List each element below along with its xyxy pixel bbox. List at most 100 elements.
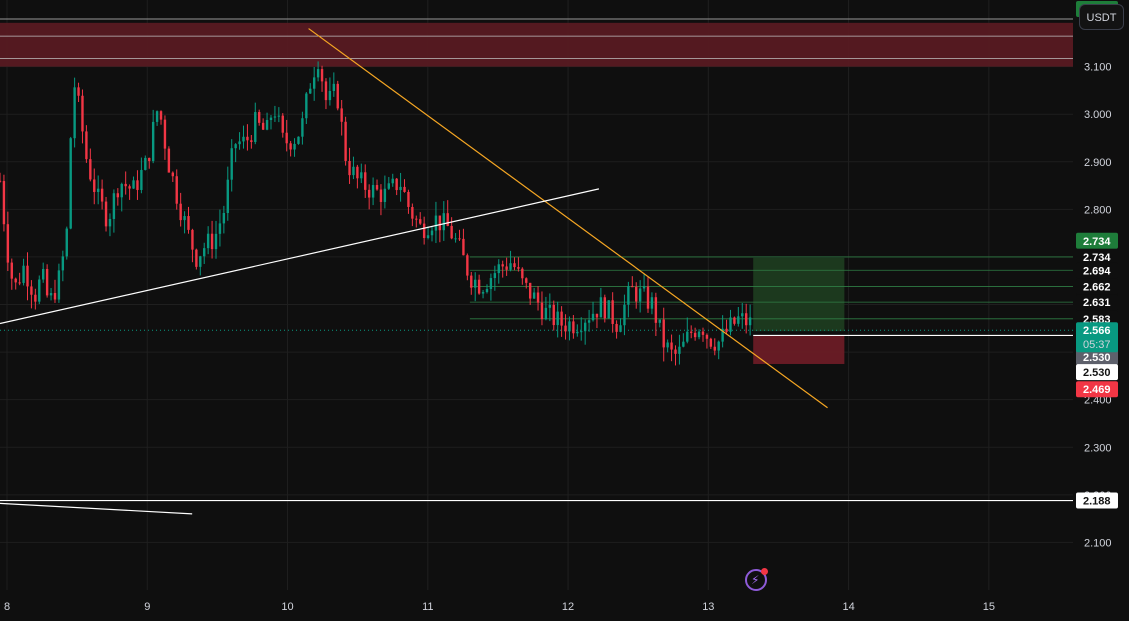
candle-body xyxy=(175,176,178,204)
price-tag-bg xyxy=(1076,294,1118,311)
price-tag-bg xyxy=(1076,364,1118,381)
candle-body xyxy=(214,233,218,250)
candle-body xyxy=(281,115,284,133)
candle-body xyxy=(587,320,591,323)
candle-body xyxy=(560,311,563,326)
price-tag-bg xyxy=(1076,262,1118,279)
candle-body xyxy=(254,112,257,142)
candle-body xyxy=(521,268,524,279)
candle-body xyxy=(148,157,151,162)
candle-body xyxy=(403,186,406,192)
current-price-tag-bg xyxy=(1076,322,1118,353)
candle-body xyxy=(470,275,473,288)
candle-body xyxy=(65,228,68,257)
candle-body xyxy=(120,183,123,198)
candle-body xyxy=(682,341,685,347)
candle-body xyxy=(611,300,614,324)
candle-body xyxy=(485,288,489,293)
candle-body xyxy=(124,183,127,187)
price-tag: 2.530 xyxy=(1083,352,1111,364)
bar-countdown-label: 05:37 xyxy=(1083,339,1111,351)
candle-body xyxy=(642,286,646,289)
candle-body xyxy=(501,264,504,267)
currency-button[interactable]: USDT xyxy=(1079,4,1124,30)
candle-body xyxy=(517,267,520,269)
candle-body xyxy=(187,216,190,230)
candle-body xyxy=(615,323,618,332)
candle-body xyxy=(183,216,186,221)
candle-body xyxy=(328,90,332,101)
candle-body xyxy=(151,121,155,162)
candle-body xyxy=(391,178,394,184)
candle-body xyxy=(258,112,261,123)
candle-body xyxy=(690,331,693,333)
candle-body xyxy=(356,166,359,179)
candle-body xyxy=(379,189,383,202)
candle-body xyxy=(100,188,104,202)
candle-body xyxy=(552,304,555,326)
price-tick-label: 2.300 xyxy=(1084,442,1112,454)
candle-body xyxy=(658,319,661,323)
candle-body xyxy=(293,143,296,150)
chart-zones xyxy=(0,22,1073,364)
time-axis[interactable]: 8 9 10 11 12 13 14 15 xyxy=(0,590,1073,621)
candle-body xyxy=(627,286,630,305)
price-tag: 2.734 xyxy=(1083,236,1111,248)
price-tag-bg xyxy=(1076,348,1118,365)
lightning-icon[interactable]: ⚡ xyxy=(745,568,768,591)
candle-body xyxy=(159,111,163,120)
candle-body xyxy=(705,334,709,339)
candle-body xyxy=(399,186,402,191)
candle-body xyxy=(336,83,339,109)
candle-body xyxy=(674,349,677,354)
price-tick-label: 2.900 xyxy=(1084,157,1112,169)
candle-body xyxy=(631,286,634,288)
candle-body xyxy=(49,293,53,296)
candle-body xyxy=(69,138,72,229)
candle-body xyxy=(481,292,485,294)
price-tag: 2.530 xyxy=(1083,367,1111,379)
candle-body xyxy=(2,181,6,225)
candle-body xyxy=(320,69,324,82)
price-axis[interactable]: 3.2003.1003.0002.9002.8002.7002.6002.500… xyxy=(1073,0,1129,621)
candle-body xyxy=(729,317,732,332)
candle-body xyxy=(45,268,49,296)
candle-body xyxy=(509,263,512,270)
candle-body xyxy=(289,143,292,150)
candle-body xyxy=(332,83,336,91)
price-tag: 2.734 xyxy=(1083,252,1111,264)
candle-body xyxy=(238,141,241,145)
candle-body xyxy=(191,229,194,250)
candle-body xyxy=(744,313,748,326)
price-axis-background xyxy=(1073,0,1129,621)
candle-body xyxy=(104,201,108,227)
candle-body xyxy=(583,322,587,332)
time-tick-label: 11 xyxy=(422,601,433,613)
candle-body xyxy=(53,293,57,300)
time-tick-label: 8 xyxy=(4,601,10,613)
candle-body xyxy=(297,136,300,144)
candle-body xyxy=(733,317,736,324)
candle-body xyxy=(14,278,17,283)
candle-body xyxy=(635,286,638,302)
candle-body xyxy=(108,218,112,227)
candle-body xyxy=(136,180,139,190)
candle-body xyxy=(446,213,449,226)
candle-body xyxy=(364,172,367,190)
candle-body xyxy=(199,256,202,267)
candle-body xyxy=(603,297,607,319)
candle-body xyxy=(144,157,147,170)
candle-body xyxy=(599,297,603,318)
candle-body xyxy=(277,115,281,117)
trend-lines xyxy=(0,28,828,515)
price-tag-bg xyxy=(1076,232,1118,249)
candle-body xyxy=(497,264,500,274)
candle-body xyxy=(434,215,438,231)
candle-body xyxy=(458,238,461,240)
price-tag-bg xyxy=(1076,278,1118,295)
candle-body xyxy=(261,122,265,130)
candle-body xyxy=(474,279,477,288)
candle-body xyxy=(442,213,445,231)
candle-body xyxy=(725,328,728,332)
